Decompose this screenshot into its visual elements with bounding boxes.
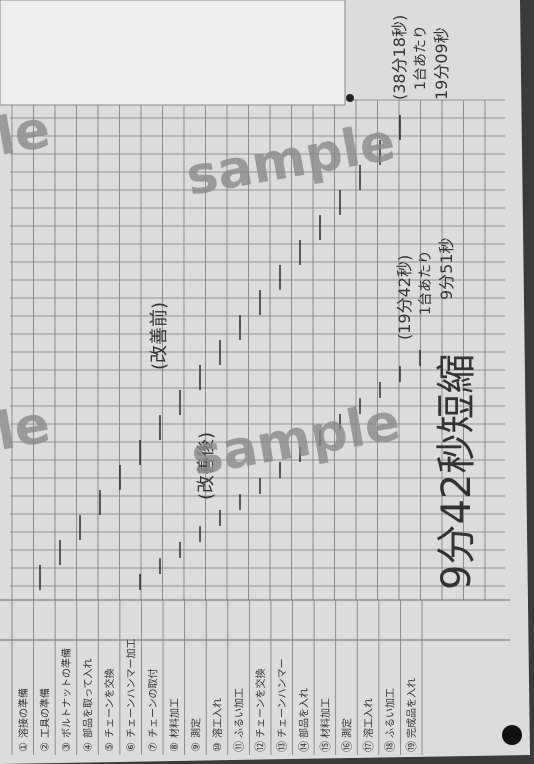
row-label: 溶接の準備 <box>17 688 30 738</box>
row-number: ⑩ <box>211 742 224 752</box>
row-label: 測定 <box>340 718 353 738</box>
row-number: ⑥ <box>125 742 138 752</box>
row-number: ⑰ <box>362 741 375 752</box>
row-number: ② <box>38 742 51 752</box>
row-number: ⑧ <box>168 742 181 752</box>
row-number: ⑨ <box>189 742 202 752</box>
annotation: (改善前) <box>149 302 170 370</box>
punch-hole <box>502 725 522 745</box>
row-label: 溶工入れ <box>211 698 224 738</box>
overlay-paper <box>0 0 345 105</box>
row-label: 材料加工 <box>319 698 332 738</box>
annotation: (19分42秒) <box>395 255 414 340</box>
annotation: 9分42秒短縮 <box>434 354 480 590</box>
row-label: チェーンを交換 <box>103 669 116 739</box>
punch-dot <box>346 94 354 102</box>
row-number: ⑯ <box>340 741 353 752</box>
row-label: 工具の準備 <box>38 688 51 738</box>
row-label: ふるい加工 <box>234 688 246 738</box>
row-number: ⑲ <box>405 741 418 752</box>
row-number: ⑪ <box>233 741 246 752</box>
row-number: ③ <box>60 742 73 752</box>
row-number: ⑬ <box>276 741 289 752</box>
row-number: ⑦ <box>146 742 159 752</box>
row-label: 溶工入れ <box>362 698 375 738</box>
annotation: 9分51秒 <box>437 237 456 300</box>
row-label: 部品を入れ <box>297 688 310 738</box>
row-label: チェーンハンマー加工 <box>126 639 138 739</box>
row-label: 部品を取って入れ <box>82 659 95 739</box>
row-number: ⑫ <box>254 741 267 752</box>
row-number: ④ <box>82 742 95 752</box>
row-label: 材料加工 <box>168 698 181 738</box>
row-label: ボルトナットの準備 <box>60 648 73 738</box>
row-label: チェーンを交換 <box>254 669 267 739</box>
row-label: チェーンの取付 <box>146 669 159 739</box>
row-label: 測定 <box>189 718 202 738</box>
row-number: ⑤ <box>103 742 116 752</box>
row-label: 完成品を入れ <box>405 678 418 738</box>
row-number: ⑭ <box>297 741 310 752</box>
row-label: ふるい加工 <box>385 688 397 738</box>
row-label: チェーンハンマー <box>277 659 289 739</box>
annotation: 1台あたり <box>413 25 429 90</box>
row-number: ⑱ <box>384 741 397 752</box>
annotation: (38分18秒) <box>390 15 409 100</box>
row-number: ⑮ <box>319 741 332 752</box>
annotation: 19分09秒 <box>432 27 451 100</box>
photo: (改善前)(改善後)(19分42秒)1台あたり9分51秒9分42秒短縮(38分1… <box>0 0 534 764</box>
annotation: 1台あたり <box>418 250 434 315</box>
row-number: ① <box>17 742 30 752</box>
